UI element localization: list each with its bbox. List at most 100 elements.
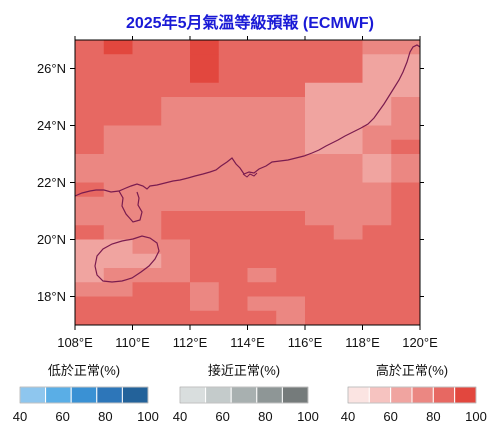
hainan-island bbox=[94, 235, 160, 283]
heatmap-cell bbox=[103, 111, 133, 126]
heatmap-cell bbox=[276, 139, 306, 155]
colorbar-tick-label: 100 bbox=[465, 409, 487, 424]
heatmap-cell bbox=[161, 296, 191, 312]
heatmap-cell bbox=[218, 125, 248, 141]
grid-cells bbox=[75, 40, 421, 326]
heatmap-cell bbox=[333, 225, 363, 240]
colorbar-swatch bbox=[347, 386, 370, 404]
heatmap-cell bbox=[103, 182, 133, 198]
colorbars: 低於正常(%) 40 60 80 100 接近正常(%) 40 60 80 100 高於正常(%) 4… bbox=[13, 363, 487, 424]
heatmap-cell bbox=[391, 268, 421, 283]
pearl-river-delta bbox=[242, 172, 258, 178]
heatmap-cell bbox=[103, 310, 133, 326]
heatmap-cell bbox=[333, 168, 363, 183]
colorbar-swatch bbox=[368, 386, 392, 404]
heatmap-cell bbox=[190, 139, 220, 155]
heatmap-cell bbox=[132, 182, 162, 198]
heatmap-cell bbox=[161, 253, 191, 269]
heatmap-cell bbox=[132, 54, 162, 69]
colorbar-title: 低於正常(%) bbox=[48, 363, 120, 378]
heatmap-cell bbox=[305, 68, 335, 84]
heatmap-cell bbox=[103, 296, 133, 312]
heatmap-cell bbox=[75, 253, 105, 269]
heatmap-cell bbox=[276, 225, 306, 240]
heatmap-cell bbox=[391, 154, 421, 169]
heatmap-cell bbox=[247, 97, 277, 112]
heatmap-cell bbox=[391, 296, 421, 312]
heatmap-cell bbox=[362, 54, 392, 69]
heatmap-cell bbox=[218, 239, 248, 255]
heatmap-cell bbox=[218, 154, 248, 169]
heatmap-cell bbox=[132, 154, 162, 169]
heatmap-cell bbox=[190, 268, 220, 283]
y-tick-label: 24°N bbox=[37, 118, 66, 133]
heatmap-cell bbox=[362, 40, 392, 55]
heatmap-cell bbox=[247, 111, 277, 126]
heatmap-cell bbox=[247, 268, 277, 283]
heatmap-cell bbox=[75, 154, 105, 169]
heatmap-cell bbox=[161, 68, 191, 84]
heatmap-cell bbox=[161, 111, 191, 126]
colorbar-swatch bbox=[205, 386, 232, 404]
heatmap-cell bbox=[333, 82, 363, 98]
heatmap-cell bbox=[161, 310, 191, 326]
heatmap-cell bbox=[132, 253, 162, 269]
heatmap-cell bbox=[161, 225, 191, 240]
heatmap-cell bbox=[391, 211, 421, 226]
heatmap-cell bbox=[190, 225, 220, 240]
heatmap-cell bbox=[161, 97, 191, 112]
heatmap-cell bbox=[247, 40, 277, 55]
x-tick-label: 108°E bbox=[57, 335, 93, 350]
heatmap-cell bbox=[391, 97, 421, 112]
heatmap-cell bbox=[218, 253, 248, 269]
heatmap-cell bbox=[218, 82, 248, 98]
heatmap-cell bbox=[391, 168, 421, 183]
heatmap-cell bbox=[362, 168, 392, 183]
heatmap-cell bbox=[391, 253, 421, 269]
heatmap-cell bbox=[190, 196, 220, 212]
heatmap-cell bbox=[190, 182, 220, 198]
heatmap-cell bbox=[161, 282, 191, 297]
heatmap-cell bbox=[218, 111, 248, 126]
heatmap-cell bbox=[218, 282, 248, 297]
heatmap-cell bbox=[161, 196, 191, 212]
heatmap-cell bbox=[391, 68, 421, 84]
heatmap-cell bbox=[276, 54, 306, 69]
heatmap-cell bbox=[305, 225, 335, 240]
heatmap-cell bbox=[161, 40, 191, 55]
heatmap-cell bbox=[75, 125, 105, 141]
heatmap-cell bbox=[75, 82, 105, 98]
heatmap-cell bbox=[333, 296, 363, 312]
heatmap-cell bbox=[75, 268, 105, 283]
heatmap-cell bbox=[103, 225, 133, 240]
colorbar-swatch bbox=[281, 386, 309, 404]
heatmap-cell bbox=[247, 196, 277, 212]
heatmap-cell bbox=[276, 40, 306, 55]
mainland-coast bbox=[74, 44, 421, 197]
heatmap-cell bbox=[362, 296, 392, 312]
colorbar-tick-label: 100 bbox=[137, 409, 159, 424]
heatmap-cell bbox=[103, 282, 133, 297]
heatmap-cell bbox=[190, 282, 220, 297]
colorbar-swatch bbox=[432, 386, 456, 404]
heatmap-cell bbox=[161, 125, 191, 141]
heatmap-cell bbox=[218, 97, 248, 112]
axes: 108°E 110°E 112°E 114°E 116°E 118°E 120°E 26°N 2… bbox=[37, 36, 438, 350]
heatmap-cell bbox=[132, 82, 162, 98]
heatmap-cell bbox=[247, 211, 277, 226]
heatmap-cell bbox=[218, 40, 248, 55]
heatmap-cell bbox=[362, 82, 392, 98]
heatmap-cell bbox=[391, 282, 421, 297]
heatmap-cell bbox=[276, 253, 306, 269]
colorbar-swatch bbox=[179, 386, 207, 404]
heatmap-cell bbox=[75, 282, 105, 297]
heatmap-cell bbox=[132, 111, 162, 126]
heatmap-cell bbox=[218, 139, 248, 155]
heatmap-cell bbox=[391, 182, 421, 198]
heatmap-cell bbox=[362, 196, 392, 212]
leizhou-peninsula bbox=[118, 190, 143, 223]
heatmap-cell bbox=[333, 97, 363, 112]
heatmap-cell bbox=[362, 282, 392, 297]
heatmap-cell bbox=[305, 196, 335, 212]
